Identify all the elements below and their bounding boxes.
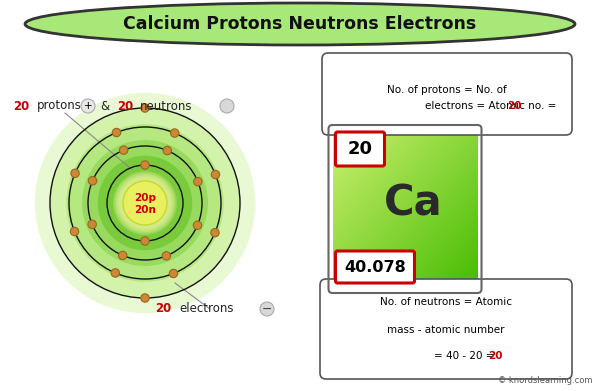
- Text: 20: 20: [488, 351, 503, 361]
- Circle shape: [260, 302, 274, 316]
- Text: Calcium Protons Neutrons Electrons: Calcium Protons Neutrons Electrons: [124, 15, 476, 33]
- Text: −: −: [262, 303, 272, 316]
- Text: 20n: 20n: [134, 205, 156, 215]
- Text: electrons: electrons: [179, 303, 233, 316]
- Ellipse shape: [82, 140, 208, 266]
- Ellipse shape: [119, 177, 171, 229]
- Circle shape: [211, 170, 220, 179]
- Text: neutrons: neutrons: [140, 99, 193, 113]
- Circle shape: [119, 146, 128, 154]
- Text: 20: 20: [347, 140, 373, 158]
- Ellipse shape: [113, 171, 177, 235]
- Ellipse shape: [35, 93, 255, 313]
- Ellipse shape: [118, 176, 173, 231]
- Circle shape: [111, 269, 119, 277]
- Text: protons: protons: [37, 99, 82, 113]
- Circle shape: [88, 220, 97, 229]
- Text: mass - atomic number: mass - atomic number: [387, 325, 505, 335]
- Circle shape: [141, 161, 149, 169]
- Text: 20: 20: [13, 99, 29, 113]
- Circle shape: [211, 228, 219, 237]
- FancyBboxPatch shape: [320, 279, 572, 379]
- Circle shape: [71, 169, 79, 178]
- Circle shape: [141, 104, 149, 112]
- Text: 20: 20: [508, 101, 522, 111]
- Text: 20p: 20p: [134, 193, 156, 203]
- Ellipse shape: [98, 156, 192, 250]
- Circle shape: [163, 146, 172, 155]
- Text: Ca: Ca: [383, 183, 442, 225]
- Text: +: +: [83, 101, 92, 111]
- Text: No. of protons = No. of: No. of protons = No. of: [387, 85, 507, 95]
- Circle shape: [220, 99, 234, 113]
- Circle shape: [194, 178, 202, 186]
- Ellipse shape: [66, 124, 224, 282]
- Ellipse shape: [123, 181, 167, 225]
- FancyBboxPatch shape: [335, 132, 385, 166]
- Text: 40.078: 40.078: [344, 260, 406, 274]
- Circle shape: [81, 99, 95, 113]
- Circle shape: [169, 269, 178, 278]
- Text: © knordslearning.com: © knordslearning.com: [497, 376, 592, 385]
- Circle shape: [70, 227, 79, 236]
- Circle shape: [112, 128, 121, 137]
- Text: = 40 - 20 =: = 40 - 20 =: [434, 351, 498, 361]
- Ellipse shape: [25, 3, 575, 45]
- Circle shape: [141, 294, 149, 302]
- Circle shape: [141, 237, 149, 245]
- Text: 20: 20: [117, 99, 133, 113]
- Text: &: &: [100, 99, 109, 113]
- Text: 20: 20: [155, 303, 171, 316]
- Text: electrons = Atomic no. =: electrons = Atomic no. =: [425, 101, 560, 111]
- FancyBboxPatch shape: [322, 53, 572, 135]
- Circle shape: [88, 176, 97, 185]
- Text: No. of neutrons = Atomic: No. of neutrons = Atomic: [380, 297, 512, 307]
- FancyBboxPatch shape: [335, 251, 415, 283]
- Circle shape: [162, 252, 170, 260]
- Ellipse shape: [116, 174, 174, 232]
- Ellipse shape: [115, 172, 176, 233]
- Ellipse shape: [50, 108, 239, 298]
- Circle shape: [193, 221, 202, 230]
- Circle shape: [170, 129, 179, 137]
- Circle shape: [119, 251, 127, 260]
